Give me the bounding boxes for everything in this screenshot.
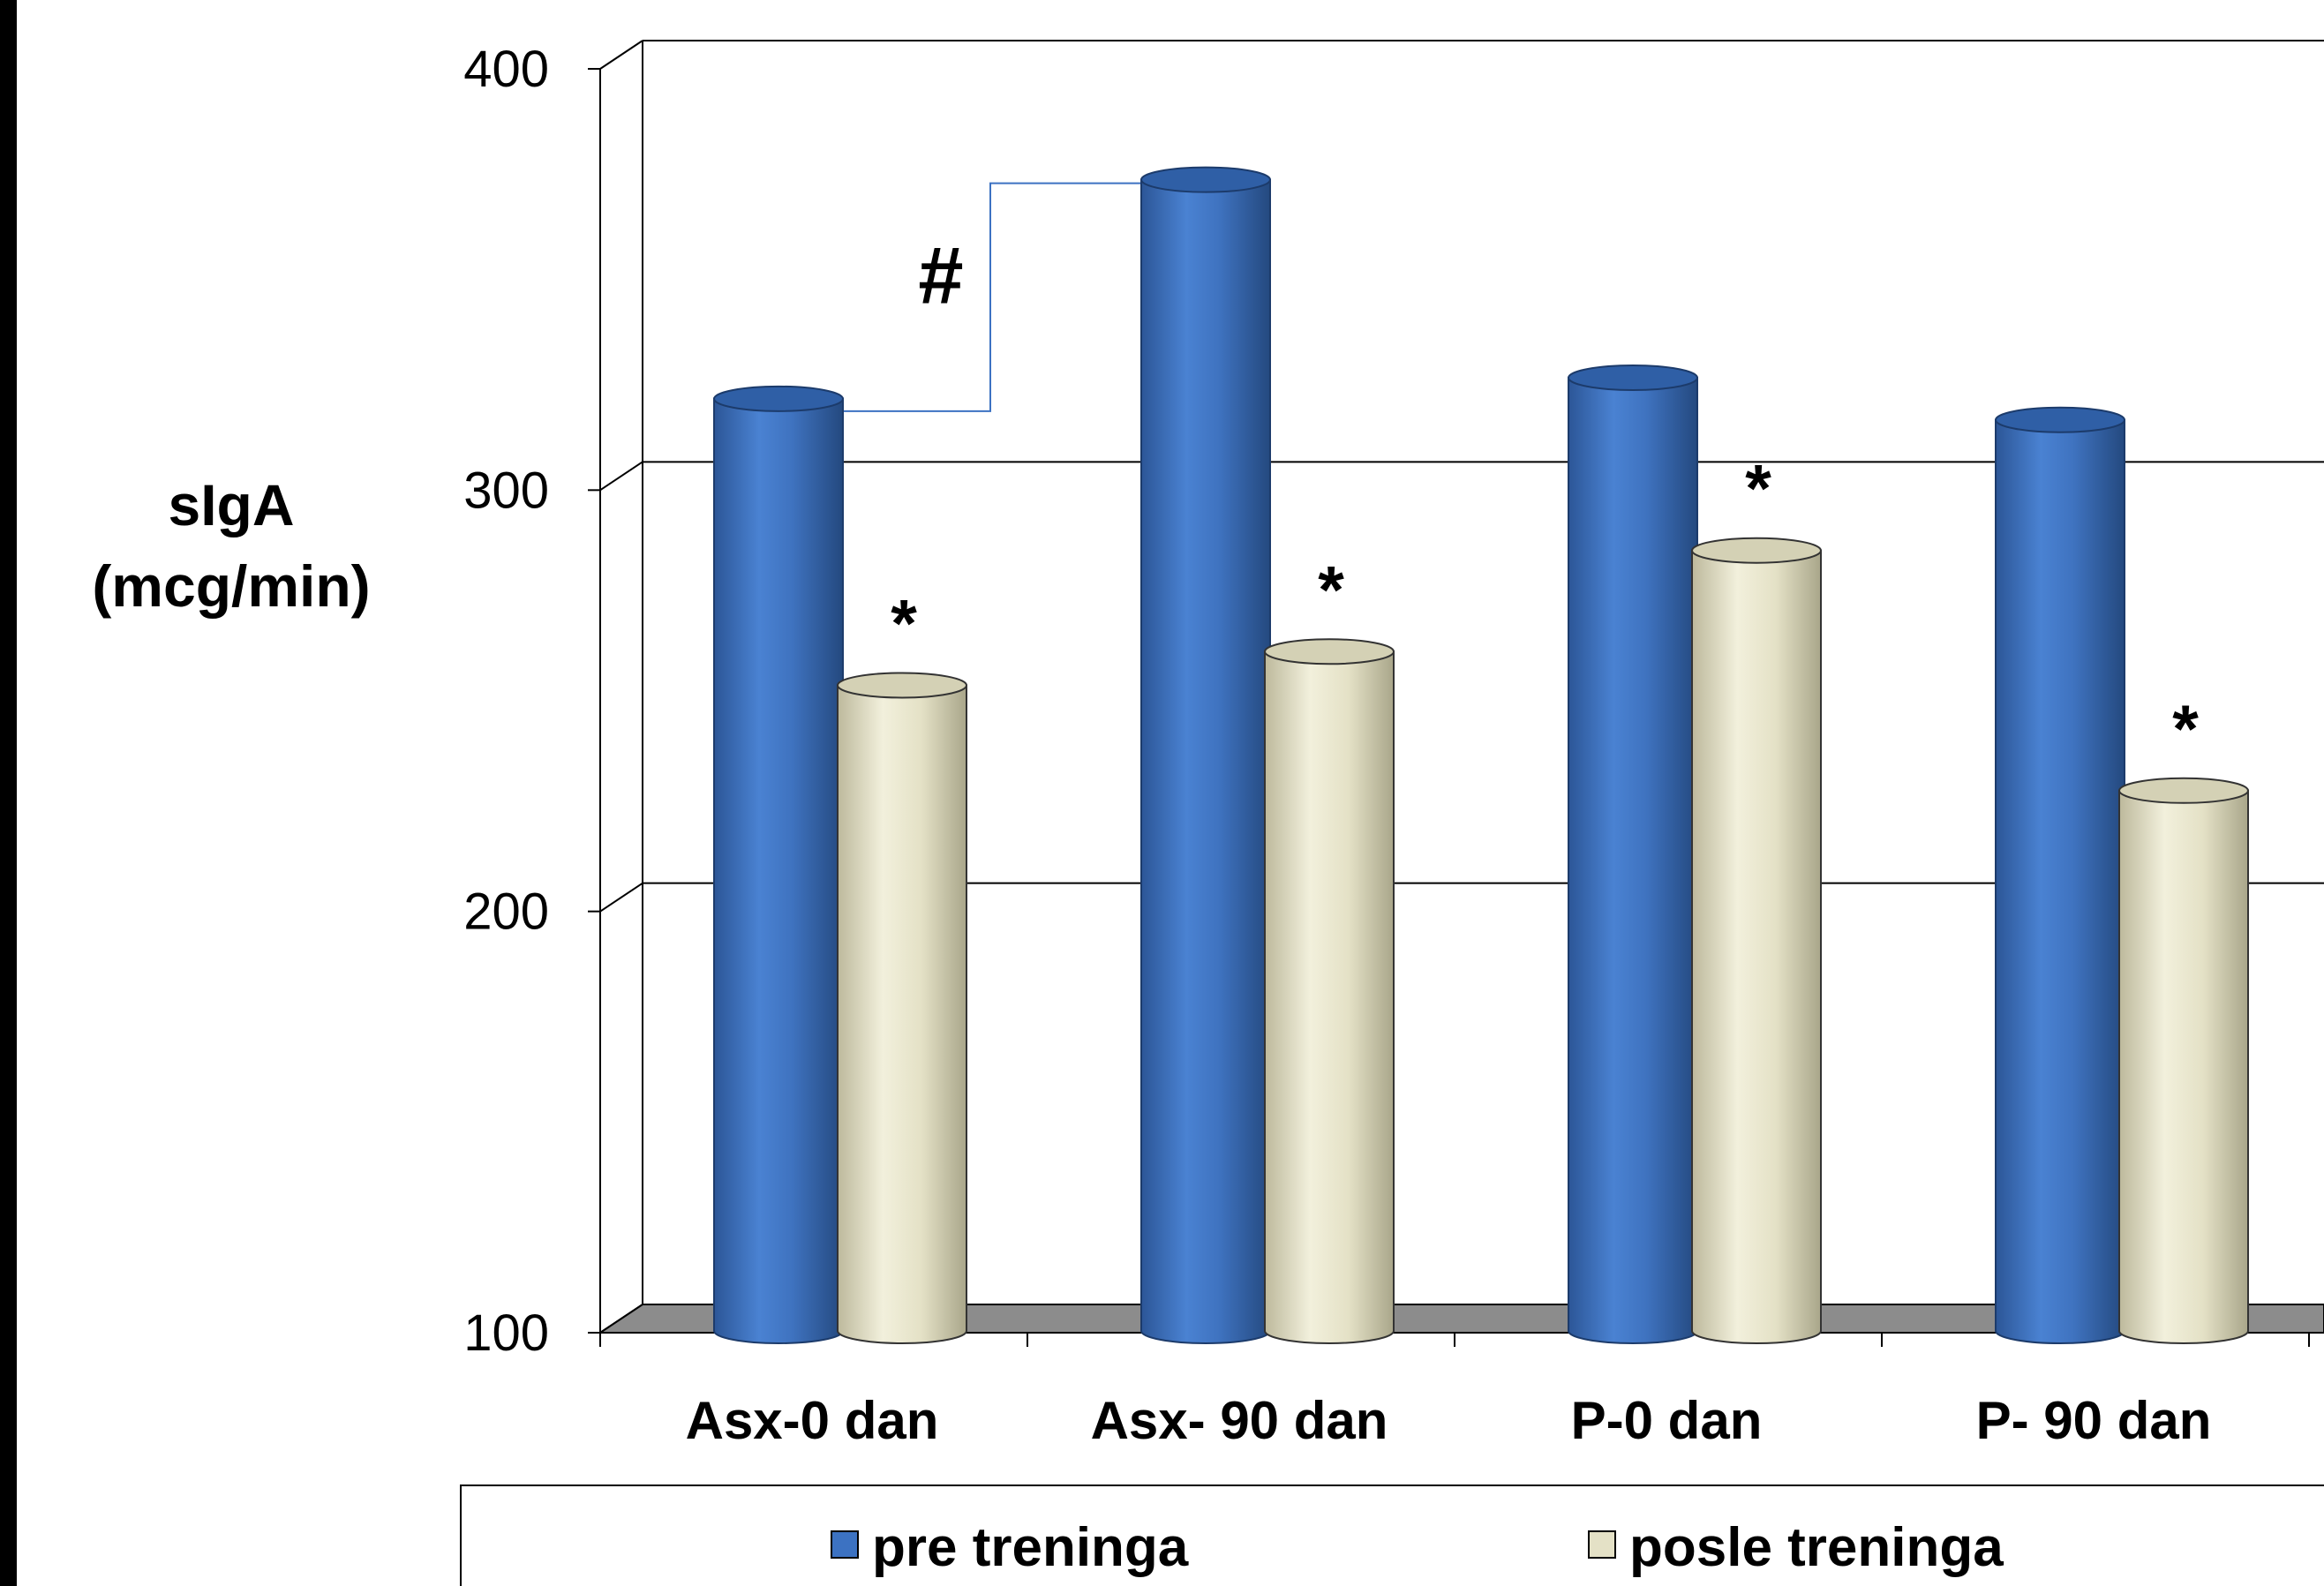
bar-top [2118,777,2249,804]
y-tick-labels: 100 200 300 400 [463,41,549,1362]
bar-post-2 [1691,537,1822,1344]
y-axis-label-line: (mcg/min) [92,553,370,619]
significance-hash: # [918,231,963,321]
significance-star: * [891,586,917,661]
x-tick-label: Asx-0 dan [686,1391,939,1450]
bar-pre-3 [1995,406,2125,1344]
significance-star: * [1745,452,1771,527]
significance-star: * [1318,552,1344,628]
bar-body [1264,650,1395,1344]
gridline-diagonal [599,40,643,70]
bars [713,166,2249,1344]
y-tick-label: 400 [463,41,549,98]
y-axis-label-line: sIgA [168,472,294,537]
y-tick-label: 300 [463,462,549,519]
legend-label: posle treninga [1629,1517,2004,1578]
bar-body [2118,789,2249,1344]
bar-body [1568,377,1698,1344]
bar-pre-0 [713,385,844,1344]
annotations: * * * * # [891,231,2199,767]
significance-star: * [2172,692,2199,767]
x-tick-labels: Asx-0 dan Asx- 90 dan P-0 dan P- 90 dan [686,1391,2212,1450]
y-tick-label: 100 [463,1304,549,1362]
x-tick-label: P-0 dan [1571,1391,1763,1450]
bar-top [1691,537,1822,564]
bar-top [837,672,967,699]
bar-pre-1 [1140,166,1271,1344]
y-axis-label: sIgA (mcg/min) [92,472,370,619]
bar-top [1995,406,2125,433]
legend-swatch [831,1530,859,1559]
bar-body [837,684,967,1344]
bar-pre-2 [1568,365,1698,1344]
legend-box [460,1485,2324,1586]
significance-bracket [838,182,1206,412]
bar-body [713,397,844,1344]
bar-body [1140,178,1271,1344]
gridline-diagonal [599,461,643,492]
legend-swatch [1588,1530,1616,1559]
legend: pre treninga posle treninga [460,1485,2324,1586]
bar-post-3 [2118,777,2249,1344]
bar-body [1691,549,1822,1344]
bar-post-1 [1264,638,1395,1344]
x-tick-label: P- 90 dan [1976,1391,2212,1450]
bar-body [1995,418,2125,1344]
gridline-diagonal [599,882,643,913]
bar-top [1140,166,1271,193]
bar-top [713,385,844,412]
bar-post-0 [837,672,967,1344]
x-tick-label: Asx- 90 dan [1091,1391,1388,1450]
bar-top [1568,365,1698,391]
legend-label: pre treninga [872,1517,1189,1578]
bracket-line [838,182,1206,412]
bar-top [1264,638,1395,665]
y-tick-label: 200 [463,883,549,941]
